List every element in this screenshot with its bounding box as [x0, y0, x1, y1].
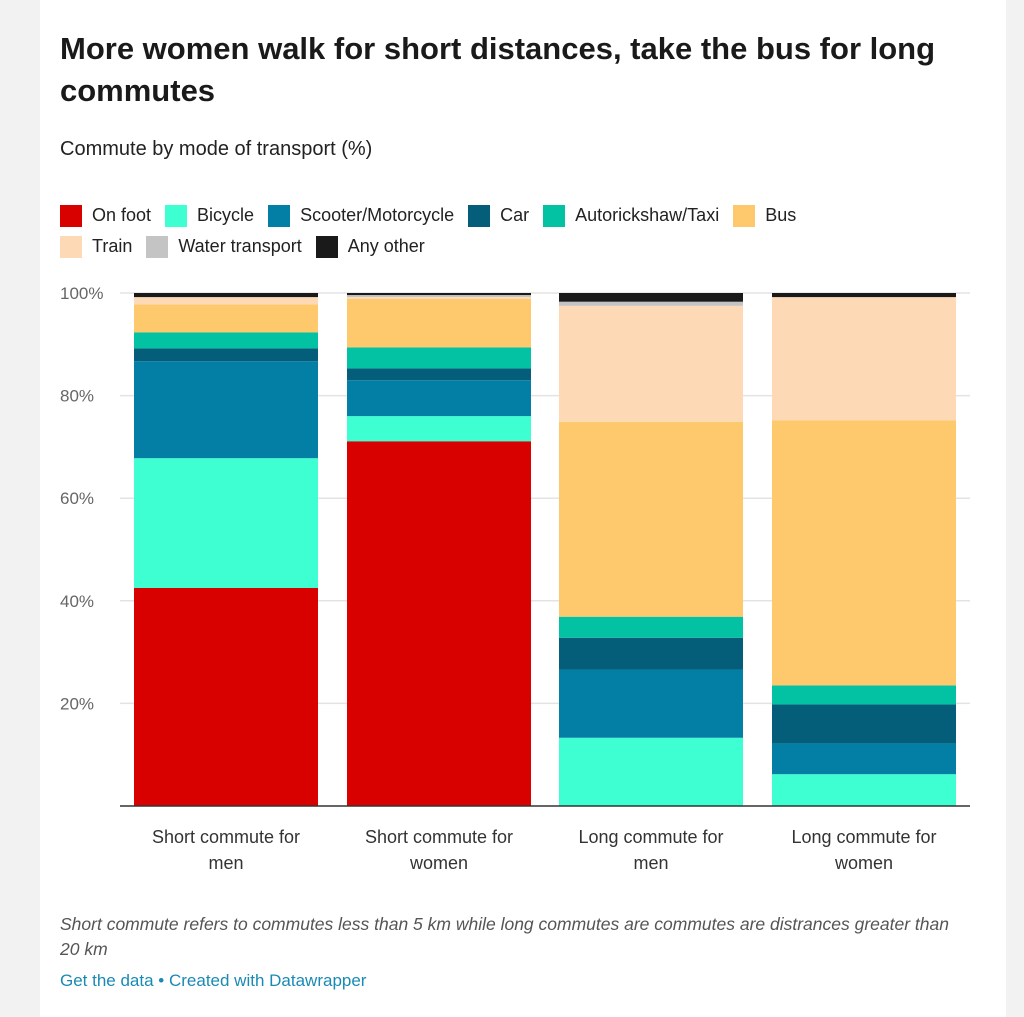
legend-label: Bicycle: [197, 205, 255, 225]
footer: Get the data • Created with Datawrapper: [60, 971, 366, 991]
bar-segment-bus: [347, 298, 531, 348]
bar-segment-any-other: [559, 293, 743, 302]
legend-item: Train: [60, 235, 133, 258]
bar-segment-bus: [772, 420, 956, 686]
bar-segment-scooter-motorcycle: [347, 380, 531, 417]
bar-segment-scooter-motorcycle: [772, 743, 956, 775]
bar-segment-bicycle: [559, 737, 743, 806]
bar-segment-autorickshaw-taxi: [772, 685, 956, 705]
x-category-label: Long commute for: [791, 827, 936, 847]
legend-item: Bicycle: [165, 204, 255, 227]
bar-segment-on-foot: [347, 441, 531, 806]
legend-swatch: [268, 204, 291, 227]
legend-swatch: [468, 204, 491, 227]
y-tick-label: 100%: [60, 284, 103, 303]
x-category-label: men: [208, 853, 243, 873]
x-category-label: Short commute for: [152, 827, 300, 847]
legend-label: Train: [92, 236, 133, 256]
legend: On foot Bicycle Scooter/Motorcycle Car Autor…: [60, 200, 980, 262]
bar-segment-autorickshaw-taxi: [559, 616, 743, 638]
bar-segment-bicycle: [347, 416, 531, 442]
bar-segment-water-transport: [347, 295, 531, 298]
bar-segment-car: [559, 637, 743, 670]
y-tick-label: 80%: [60, 387, 94, 406]
bar-segment-car: [134, 348, 318, 362]
y-tick-label: 20%: [60, 694, 94, 713]
bar-segment-train: [772, 297, 956, 421]
bar-segment-bus: [559, 421, 743, 617]
bar-segment-scooter-motorcycle: [559, 669, 743, 738]
legend-item: Any other: [315, 235, 425, 258]
legend-swatch: [543, 204, 566, 227]
x-category-label: men: [633, 853, 668, 873]
bar-segment-train: [347, 297, 531, 299]
legend-item: Autorickshaw/Taxi: [543, 204, 720, 227]
bar-segment-bicycle: [772, 774, 956, 806]
bar-segment-autorickshaw-taxi: [347, 347, 531, 369]
chart-note: Short commute refers to commutes less th…: [60, 914, 949, 959]
legend-label: Scooter/Motorcycle: [300, 205, 455, 225]
x-category-label: women: [834, 853, 893, 873]
bar-segment-autorickshaw-taxi: [134, 332, 318, 349]
plot-area: 20% 40% 60% 80% 100% Short commute for men Shor…: [60, 284, 970, 873]
legend-swatch: [165, 204, 188, 227]
legend-item: Scooter/Motorcycle: [268, 204, 455, 227]
legend-swatch: [60, 204, 82, 227]
bar-segment-scooter-motorcycle: [134, 361, 318, 459]
bar-segment-train: [559, 305, 743, 422]
bar-segment-on-foot: [134, 587, 318, 806]
x-category-label: Short commute for: [365, 827, 513, 847]
legend-label: Autorickshaw/Taxi: [575, 205, 720, 225]
chart-title: More women walk for short distances, tak…: [60, 31, 936, 108]
bar-segment-water-transport: [559, 301, 743, 306]
x-category-label: women: [409, 853, 468, 873]
y-tick-label: 40%: [60, 592, 94, 611]
bar-segment-train: [134, 297, 318, 305]
bar-segment-bicycle: [134, 458, 318, 588]
legend-swatch: [315, 235, 338, 258]
get-data-link[interactable]: Get the data: [60, 971, 154, 990]
legend-label: Car: [500, 205, 530, 225]
legend-label: Bus: [765, 205, 797, 225]
x-category-label: Long commute for: [578, 827, 723, 847]
bar-segment-bus: [134, 304, 318, 333]
legend-row: Train Water transport Any other: [60, 231, 980, 262]
y-tick-label: 60%: [60, 489, 94, 508]
legend-item: Bus: [733, 204, 797, 227]
bar-segment-car: [772, 704, 956, 744]
bar-segment-car: [347, 368, 531, 381]
legend-label: Water transport: [178, 236, 302, 256]
datawrapper-link[interactable]: Created with Datawrapper: [168, 971, 367, 990]
legend-swatch: [60, 235, 82, 258]
bar-segment-any-other: [347, 293, 531, 296]
chart-subtitle: Commute by mode of transport (%): [60, 138, 373, 160]
legend-swatch: [146, 235, 169, 258]
footer-separator: •: [153, 971, 169, 990]
legend-item: Car: [468, 204, 530, 227]
legend-item: Water transport: [146, 235, 302, 258]
legend-swatch: [733, 204, 756, 227]
legend-label: Any other: [347, 236, 425, 256]
bar-segment-any-other: [772, 293, 956, 298]
legend-item: On foot: [60, 204, 152, 227]
legend-label: On foot: [92, 205, 152, 225]
bar-segment-any-other: [134, 293, 318, 298]
legend-row: On foot Bicycle Scooter/Motorcycle Car Autor…: [60, 200, 980, 231]
